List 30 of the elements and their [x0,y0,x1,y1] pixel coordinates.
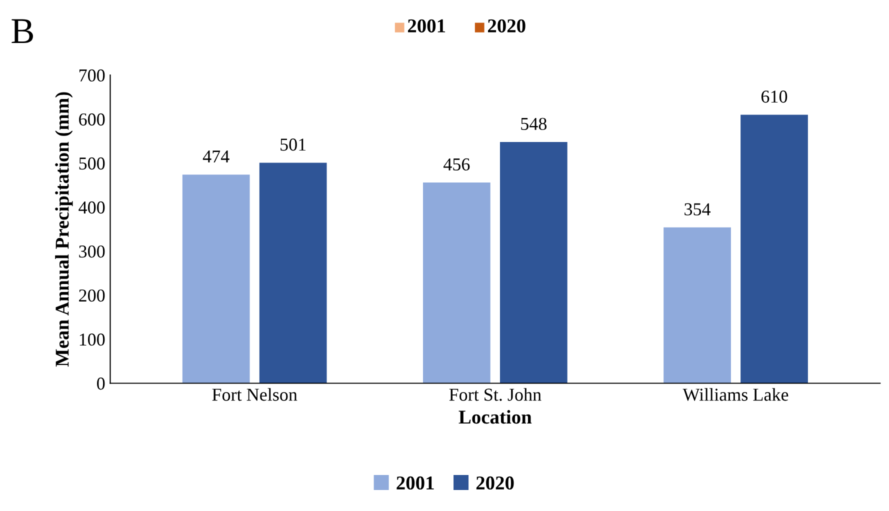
data-label: 501 [280,138,306,151]
x-tick-label: Fort St. John [449,388,542,401]
data-label: 456 [443,158,470,171]
text: 2020 [488,19,526,32]
data-label: 354 [684,203,711,216]
legend-label: 2001 [396,476,434,490]
y-tick-label: 100 [80,333,105,346]
text: 2001 [408,19,446,32]
y-axis-title: Mean Annual Precipitation (mm) [55,92,73,367]
y-tick-label: 400 [78,201,105,214]
data-label: 610 [761,90,788,103]
x-tick-label: Fort Nelson [212,388,298,401]
text: B [12,19,33,44]
y-tick-label: 200 [79,289,105,302]
y-tick-label: 0 [97,378,105,390]
x-axis-title: Location [458,410,532,424]
legend-label: 2020 [476,476,514,490]
y-tick-label: 700 [79,69,105,82]
x-tick-label: Williams Lake [682,388,788,401]
y-tick-label: 500 [79,157,105,170]
bar [664,227,731,384]
data-label: 474 [202,150,230,162]
bar [422,182,490,384]
y-tick-label: 600 [79,113,105,126]
y-tick-label: 300 [79,245,105,258]
bar [182,174,250,384]
bar [500,142,568,384]
data-label: 548 [521,118,547,130]
bar [259,162,327,384]
bar [740,114,808,384]
